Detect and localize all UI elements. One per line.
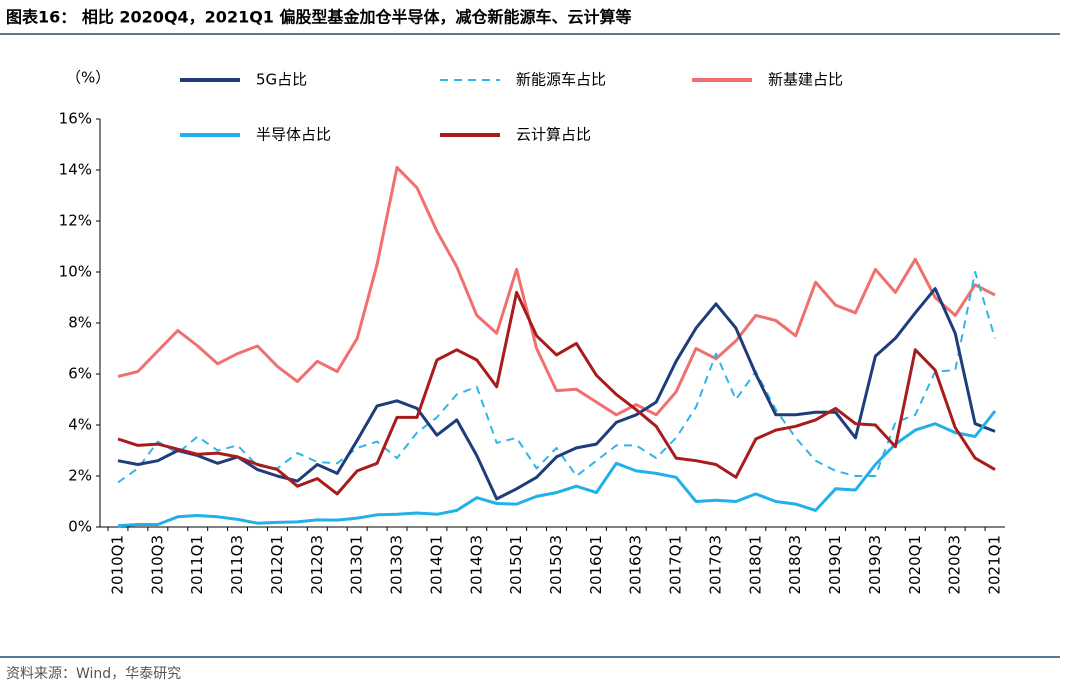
x-tick-label: 2017Q3: [706, 535, 724, 595]
series-line: [117, 165, 996, 417]
x-tick-label: 2018Q3: [786, 535, 804, 595]
y-tick-label: 6%: [68, 365, 92, 383]
x-tick-label: 2010Q1: [108, 535, 126, 595]
y-tick-label: 12%: [59, 212, 92, 230]
y-tick-label: 8%: [68, 314, 92, 332]
x-tick-label: 2020Q1: [906, 535, 924, 595]
y-tick-label: 16%: [59, 110, 92, 128]
x-tick-label: 2011Q3: [228, 535, 246, 595]
source: 资料来源：Wind，华泰研究: [6, 666, 181, 682]
x-tick-label: 2010Q3: [148, 535, 166, 595]
x-tick-label: 2014Q1: [427, 535, 445, 595]
y-tick-label: 2%: [68, 467, 92, 485]
x-tick-label: 2012Q1: [268, 535, 286, 595]
legend-label: 云计算占比: [516, 126, 591, 144]
x-tick-label: 2020Q3: [946, 535, 964, 595]
series-line: [117, 290, 996, 496]
x-tick-label: 2016Q3: [627, 535, 645, 595]
y-tick-label: 0%: [68, 518, 92, 536]
x-tick-label: 2019Q3: [866, 535, 884, 595]
y-tick-label: 14%: [59, 161, 92, 179]
y-tick-label: 4%: [68, 416, 92, 434]
series-line: [117, 271, 996, 484]
x-tick-label: 2013Q1: [348, 535, 366, 595]
x-tick-label: 2015Q1: [507, 535, 525, 595]
legend-label: 新基建占比: [768, 71, 843, 89]
legend-label: 半导体占比: [256, 126, 331, 144]
x-tick-label: 2015Q3: [547, 535, 565, 595]
series-line: [117, 410, 997, 528]
x-tick-label: 2011Q1: [188, 535, 206, 595]
legend-label: 5G占比: [256, 71, 307, 89]
chart-title: 图表16： 相比 2020Q4，2021Q1 偏股型基金加仓半导体，减仓新能源车…: [6, 8, 632, 27]
legend-label: 新能源车占比: [516, 71, 606, 89]
y-tick-label: 10%: [59, 263, 92, 281]
x-tick-label: 2017Q1: [667, 535, 685, 595]
x-tick-label: 2013Q3: [388, 535, 406, 595]
series-line: [117, 287, 996, 501]
x-tick-label: 2016Q1: [587, 535, 605, 595]
x-tick-label: 2012Q3: [308, 535, 326, 595]
x-tick-label: 2014Q3: [467, 535, 485, 595]
x-tick-label: 2021Q1: [986, 535, 1004, 595]
y-axis-label: （%）: [66, 69, 110, 87]
x-tick-label: 2018Q1: [746, 535, 764, 595]
x-tick-label: 2019Q1: [826, 535, 844, 595]
